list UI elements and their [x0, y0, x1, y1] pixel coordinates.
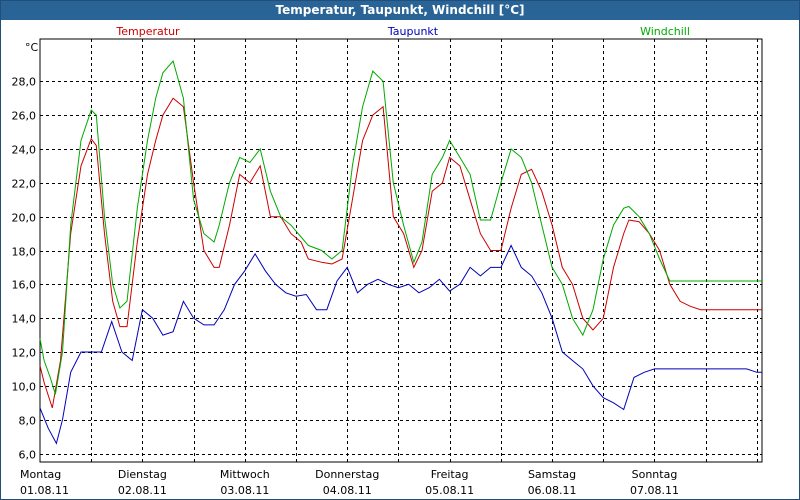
x-tick-date-label: 01.08.11 — [20, 484, 69, 497]
x-tick-day-label: Sonntag — [632, 468, 678, 481]
y-tick-label: 14,0 — [12, 313, 37, 326]
y-tick-label: 18,0 — [12, 246, 37, 259]
y-tick-label: 24,0 — [12, 144, 37, 157]
legend-entry-windchill: Windchill — [640, 25, 690, 38]
x-tick-date-label: 07.08.11 — [630, 484, 679, 497]
x-tick-day-label: Montag — [20, 468, 61, 481]
x-tick-day-label: Mittwoch — [220, 468, 270, 481]
y-tick-label: 20,0 — [12, 212, 37, 225]
y-tick-label: 16,0 — [12, 279, 37, 292]
y-tick-label: 8,0 — [19, 415, 37, 428]
x-tick-date-label: 03.08.11 — [220, 484, 269, 497]
legend-entry-temperatur: Temperatur — [115, 25, 180, 38]
x-tick-date-label: 04.08.11 — [323, 484, 372, 497]
x-tick-day-label: Dienstag — [118, 468, 167, 481]
series-line-temperatur — [39, 97, 762, 409]
x-axis-ticks: Montag 01.08.11 Dienstag 02.08.11 Mittwoch 03… — [20, 468, 679, 497]
x-tick-date-label: 05.08.11 — [425, 484, 474, 497]
plot-frame — [39, 38, 763, 463]
y-axis-unit-label: °C — [25, 41, 39, 54]
y-tick-label: 12,0 — [12, 347, 37, 360]
grid — [40, 39, 762, 462]
x-tick-day-label: Samstag — [528, 468, 576, 481]
y-axis-ticks: 6,0 8,0 10,0 12,0 14,0 16,0 18,0 20,0 22,0 24,0 26… — [12, 76, 37, 462]
y-tick-label: 22,0 — [12, 178, 37, 191]
y-tick-label: 6,0 — [19, 449, 37, 462]
x-tick-day-label: Donnerstag — [315, 468, 379, 481]
x-tick-date-label: 06.08.11 — [528, 484, 577, 497]
y-tick-label: 26,0 — [12, 110, 37, 123]
series-lines — [39, 59, 762, 445]
x-tick-day-label: Freitag — [431, 468, 469, 481]
series-line-windchill — [39, 59, 762, 395]
legend: Temperatur Taupunkt Windchill — [115, 25, 690, 38]
window-title: Temperatur, Taupunkt, Windchill [°C] — [1, 1, 799, 20]
y-tick-label: 10,0 — [12, 381, 37, 394]
series-line-taupunkt — [39, 244, 762, 445]
legend-entry-taupunkt: Taupunkt — [387, 25, 439, 38]
x-tick-date-label: 02.08.11 — [118, 484, 167, 497]
y-tick-label: 28,0 — [12, 76, 37, 89]
